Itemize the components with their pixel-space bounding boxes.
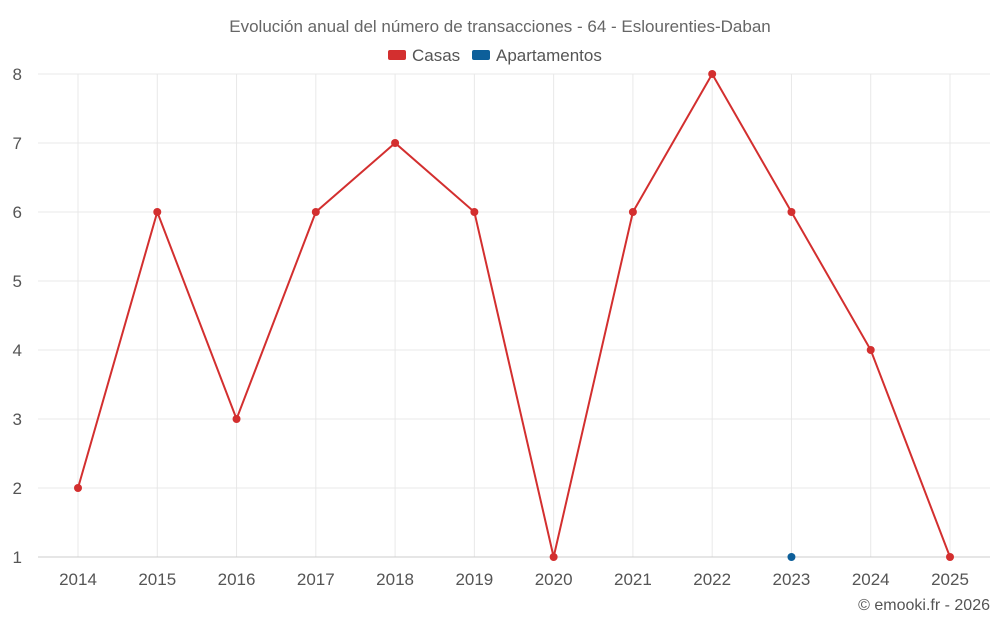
legend-swatch-apartamentos bbox=[472, 50, 490, 60]
data-point-casas[interactable] bbox=[866, 346, 875, 354]
data-point-apartamentos[interactable] bbox=[787, 553, 796, 561]
y-tick-label: 1 bbox=[13, 548, 22, 567]
axes: 1 2 3 4 5 6 7 8 2014 2015 2016 2017 2018 2019 2020 2021… bbox=[13, 65, 990, 589]
data-point-casas[interactable] bbox=[708, 70, 717, 78]
x-tick-label: 2020 bbox=[535, 570, 573, 589]
x-tick-label: 2017 bbox=[297, 570, 335, 589]
data-point-casas[interactable] bbox=[787, 208, 796, 216]
x-tick-label: 2016 bbox=[218, 570, 256, 589]
data-point-casas[interactable] bbox=[311, 208, 320, 216]
y-tick-label: 3 bbox=[13, 410, 22, 429]
data-point-casas[interactable] bbox=[549, 553, 558, 561]
y-tick-label: 4 bbox=[13, 341, 22, 360]
credit-text: © emooki.fr - 2026 bbox=[858, 597, 990, 614]
legend-swatch-casas bbox=[388, 50, 406, 60]
data-point-casas[interactable] bbox=[628, 208, 637, 216]
y-tick-label: 8 bbox=[13, 65, 22, 84]
x-tick-label: 2019 bbox=[455, 570, 493, 589]
x-tick-label: 2015 bbox=[138, 570, 176, 589]
chart-title: Evolución anual del número de transaccio… bbox=[229, 17, 770, 36]
x-tick-label: 2025 bbox=[931, 570, 969, 589]
data-point-casas[interactable] bbox=[153, 208, 162, 216]
data-point-casas[interactable] bbox=[232, 415, 241, 423]
series bbox=[74, 70, 954, 561]
x-tick-label: 2018 bbox=[376, 570, 414, 589]
legend-label-casas: Casas bbox=[412, 46, 460, 65]
series-line-casas bbox=[77, 71, 951, 558]
data-point-casas[interactable] bbox=[74, 484, 82, 492]
x-tick-label: 2014 bbox=[59, 570, 97, 589]
legend-item-apartamentos[interactable]: Apartamentos bbox=[472, 46, 602, 65]
legend: Casas Apartamentos bbox=[388, 46, 602, 65]
data-point-casas[interactable] bbox=[391, 139, 400, 147]
legend-label-apartamentos: Apartamentos bbox=[496, 46, 602, 65]
x-tick-label: 2024 bbox=[852, 570, 890, 589]
x-tick-label: 2021 bbox=[614, 570, 652, 589]
x-tick-label: 2022 bbox=[693, 570, 731, 589]
data-point-casas[interactable] bbox=[946, 553, 954, 561]
y-tick-label: 2 bbox=[13, 479, 22, 498]
y-tick-label: 7 bbox=[13, 134, 22, 153]
data-point-casas[interactable] bbox=[470, 208, 479, 216]
x-tick-label: 2023 bbox=[773, 570, 811, 589]
legend-item-casas[interactable]: Casas bbox=[388, 46, 460, 65]
y-tick-label: 6 bbox=[13, 203, 22, 222]
y-tick-label: 5 bbox=[13, 272, 22, 291]
grid bbox=[38, 73, 990, 557]
